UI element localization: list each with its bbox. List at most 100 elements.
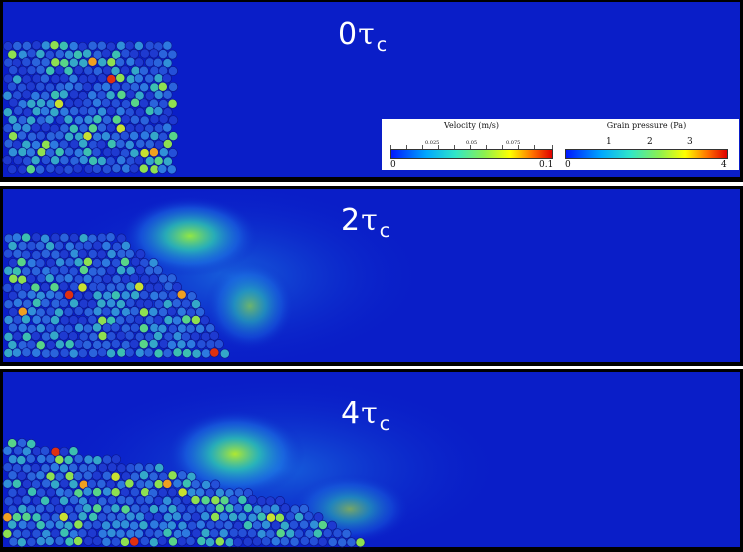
grain [92,322,102,333]
grain [181,478,192,489]
grain [135,479,146,490]
grain [12,41,23,51]
grain [64,339,75,350]
grain [158,338,169,349]
grain [110,536,121,547]
grain [63,488,74,499]
grain [77,348,88,359]
grain [68,511,79,522]
grain [92,290,103,301]
grain [21,249,32,260]
grain [153,348,164,359]
grain [190,331,201,342]
grain [209,330,220,341]
grain [92,487,103,498]
grain [228,527,239,538]
grain [107,462,118,473]
grain [40,106,50,117]
grain [54,240,65,251]
grain [322,528,333,539]
grain [162,139,173,149]
grain [27,486,38,497]
grain [138,65,149,76]
grain [139,48,150,59]
grain [176,289,187,300]
grain [129,114,140,125]
grain [44,519,55,530]
grain [7,81,17,92]
grain [237,494,248,505]
grain [64,289,75,300]
grain [143,511,154,522]
grain [116,463,127,474]
grain [64,257,75,268]
grain [110,338,121,349]
grain [139,470,149,481]
grain [125,314,136,325]
grain [49,348,60,359]
grain [50,298,61,309]
grain [106,528,117,538]
grain [158,273,169,284]
grain [115,315,126,326]
grain [12,331,23,342]
grain [133,462,144,473]
grain [138,323,149,334]
grain [134,57,145,68]
grain [40,40,51,51]
grain [26,65,37,76]
grain [21,314,31,325]
grain [162,58,173,69]
grain [162,122,173,133]
grain [270,536,281,547]
grain [17,130,27,141]
grain [317,520,328,530]
grain [168,536,178,547]
grain [92,114,103,125]
grain [82,240,93,251]
grain [176,536,187,547]
grain [106,122,116,133]
grain-pack [2,40,179,175]
grain [110,81,121,92]
grain [72,163,83,174]
velocity-tick: 0.025 [425,140,440,146]
grain [87,463,98,474]
grain [63,306,74,317]
grain [91,519,102,530]
grain [21,511,32,522]
grain [73,115,84,126]
grain [177,470,188,481]
grain [101,97,111,108]
grain [17,164,28,175]
grain [59,106,70,117]
grain [148,338,159,349]
grain [3,248,14,259]
panel-2tc: 2τc [0,186,743,366]
grain [148,537,159,548]
grain [45,131,56,142]
grain [205,503,216,514]
grain [134,155,144,166]
grain [153,106,164,116]
grain [106,298,117,309]
grain [68,479,79,490]
grain [134,281,145,292]
grain [26,537,37,547]
grain [35,130,46,141]
grain [261,536,272,547]
grain [139,82,150,93]
grain [124,347,135,358]
grain [30,122,41,133]
grain [252,520,262,531]
grain [163,315,174,326]
grain [275,528,286,539]
grain [134,90,145,101]
grain [82,82,93,92]
grain [201,348,211,359]
grain [116,233,127,244]
grain [129,536,140,547]
grain [92,503,103,514]
grain [92,306,103,317]
velocity-tick: 0.075 [506,140,521,146]
